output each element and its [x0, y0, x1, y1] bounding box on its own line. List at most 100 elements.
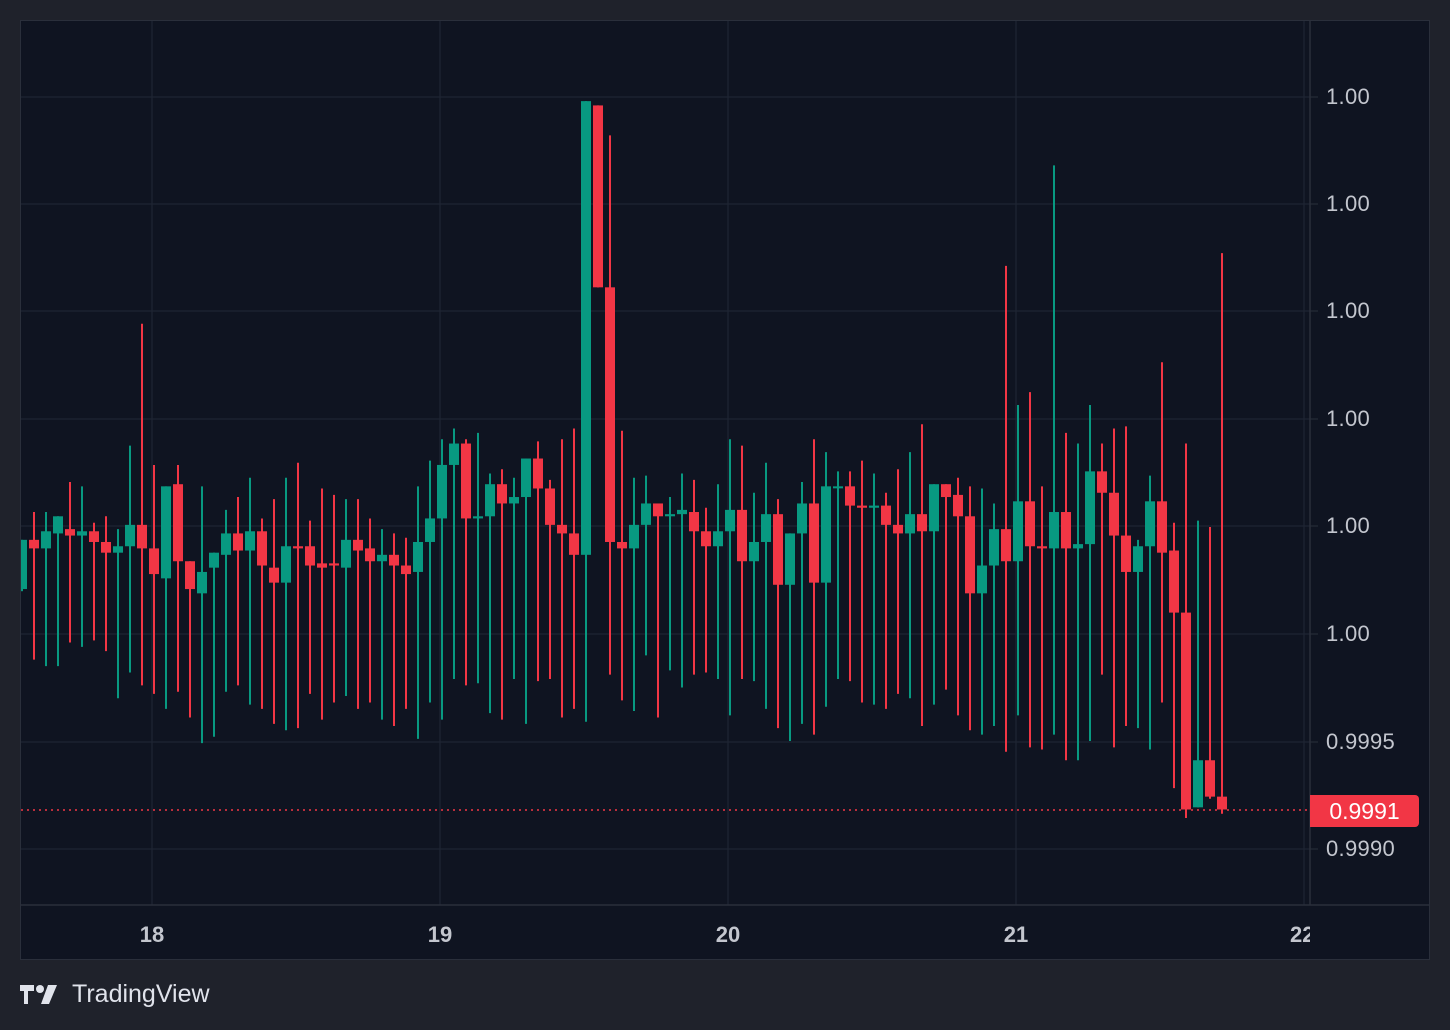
candle-up	[1049, 512, 1059, 549]
price-label: 1.00	[1326, 191, 1371, 216]
tradingview-logo[interactable]: TradingView	[20, 980, 210, 1009]
candle-up	[713, 531, 723, 547]
candle-down	[1097, 471, 1107, 493]
candle-up	[41, 531, 51, 549]
time-label: 18	[139, 922, 165, 947]
candle-down	[173, 484, 183, 562]
candle-down	[257, 531, 267, 566]
candle-down	[293, 546, 303, 549]
candle-down	[1205, 760, 1215, 797]
time-label-22: 22	[1290, 922, 1310, 947]
candle-down	[857, 505, 867, 508]
candle-down	[185, 561, 195, 590]
time-label: 20	[715, 922, 741, 947]
candle-down	[593, 105, 603, 288]
price-label: 0.9990	[1326, 836, 1396, 861]
candle-up	[749, 541, 759, 562]
candle-up	[797, 503, 807, 534]
candle-up	[197, 571, 207, 594]
candle-down	[389, 554, 399, 566]
last-price-badge: 0.9991	[1310, 795, 1419, 827]
candle-down	[893, 524, 903, 534]
candle-down	[1217, 796, 1227, 810]
candle-up	[53, 516, 63, 534]
time-label: 19	[427, 922, 453, 947]
candle-down	[401, 565, 411, 575]
candle-up	[929, 484, 939, 532]
candle-down	[845, 486, 855, 506]
candle-down	[1061, 512, 1071, 549]
candle-down	[557, 524, 567, 534]
candle-up	[413, 541, 423, 572]
candle-down	[1181, 612, 1191, 810]
candle-down	[1025, 501, 1035, 547]
candle-up	[125, 524, 135, 547]
candle-down	[809, 503, 819, 583]
candle-up	[485, 484, 495, 517]
candle-down	[1157, 501, 1167, 553]
candle-down	[917, 514, 927, 532]
candle-down	[65, 529, 75, 536]
candle-up	[725, 509, 735, 532]
candle-down	[965, 516, 975, 594]
candle-up	[377, 554, 387, 562]
candle-up	[1073, 544, 1083, 549]
candle-down	[269, 567, 279, 583]
candle-down	[137, 524, 147, 549]
candle-down	[605, 287, 615, 542]
candle-down	[701, 531, 711, 547]
candle-up	[1133, 546, 1143, 572]
candle-down	[941, 484, 951, 498]
candle-down	[653, 503, 663, 517]
brand-name: TradingView	[72, 980, 210, 1008]
candle-down	[365, 548, 375, 562]
candle-up	[281, 546, 291, 583]
candle-down	[689, 512, 699, 532]
candle-up	[977, 565, 987, 594]
time-label: 21	[1003, 922, 1029, 947]
candle-down	[1037, 546, 1047, 549]
candle-up	[209, 552, 219, 568]
candle-up	[1193, 760, 1203, 808]
candle-down	[29, 539, 39, 549]
candle-down	[1169, 550, 1179, 613]
candle-down	[233, 533, 243, 551]
candle-down	[149, 548, 159, 575]
candle-down	[317, 563, 327, 568]
candle-up	[761, 514, 771, 542]
candle-down	[545, 488, 555, 525]
candle-up	[449, 443, 459, 465]
price-label: 1.00	[1326, 298, 1371, 323]
candle-down	[953, 494, 963, 517]
candle-down	[305, 546, 315, 566]
candle-up	[821, 486, 831, 583]
candle-down	[101, 541, 111, 553]
price-label: 1.00	[1326, 621, 1371, 646]
price-label: 1.00	[1326, 513, 1371, 538]
candle-up	[1013, 501, 1023, 562]
candle-up	[677, 509, 687, 515]
candle-up	[581, 101, 591, 555]
candle-down	[533, 458, 543, 489]
candle-up	[905, 514, 915, 534]
candle-down	[329, 563, 339, 566]
candle-down	[737, 509, 747, 562]
candle-up	[521, 458, 531, 498]
candle-down	[1109, 492, 1119, 536]
candle-up	[221, 533, 231, 555]
tradingview-logo-icon	[20, 984, 57, 1004]
candle-down	[569, 533, 579, 555]
candle-down	[461, 443, 471, 519]
candles	[21, 101, 1227, 819]
candle-down	[1001, 529, 1011, 562]
candle-up	[1145, 501, 1155, 547]
candle-down	[1121, 535, 1131, 572]
candle-up	[245, 531, 255, 551]
candle-up	[833, 486, 843, 489]
candle-up	[665, 514, 675, 517]
candle-up	[113, 546, 123, 553]
price-label: 0.9995	[1326, 729, 1396, 754]
candle-up	[341, 539, 351, 568]
candle-down	[617, 541, 627, 549]
